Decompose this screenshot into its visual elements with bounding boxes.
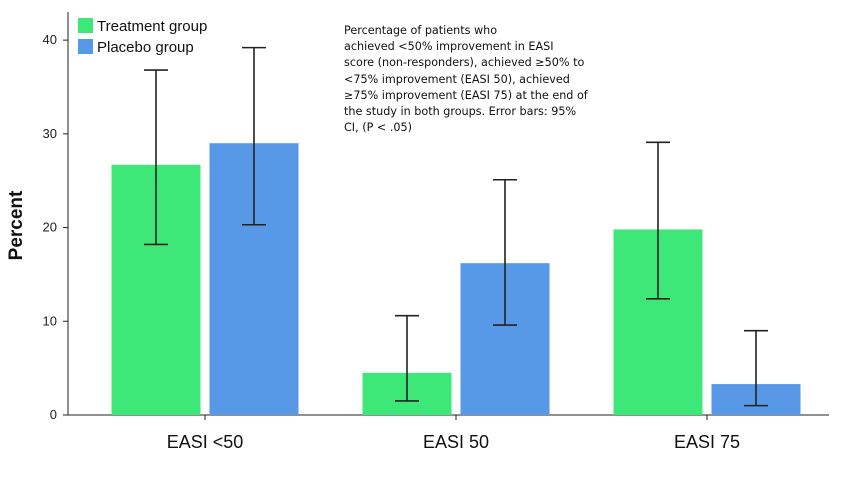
x-tick-label: EASI 50 [423, 432, 489, 452]
x-tick-label: EASI <50 [167, 432, 244, 452]
chart-labels: 0 10 20 30 40 Percent EASI <50 EASI 50 EASI 75 [6, 32, 740, 452]
x-tick-label: EASI 75 [674, 432, 740, 452]
legend-swatch [78, 39, 93, 54]
y-tick-label: 20 [43, 220, 57, 235]
chart-error-bars [144, 46, 768, 407]
y-tick-label: 30 [43, 126, 57, 141]
chart-annotation: Percentage of patients who achieved <50%… [344, 24, 588, 135]
legend-label: Treatment group [97, 18, 207, 35]
y-tick-label: 10 [43, 313, 57, 328]
chart-legend: Treatment group Placebo group [78, 18, 207, 56]
chart-bars [111, 143, 801, 416]
legend-swatch [78, 18, 93, 33]
y-axis-label: Percent [6, 190, 27, 260]
y-tick-label: 40 [43, 32, 57, 47]
legend-label: Placebo group [97, 39, 194, 56]
y-tick-label: 0 [50, 407, 57, 422]
